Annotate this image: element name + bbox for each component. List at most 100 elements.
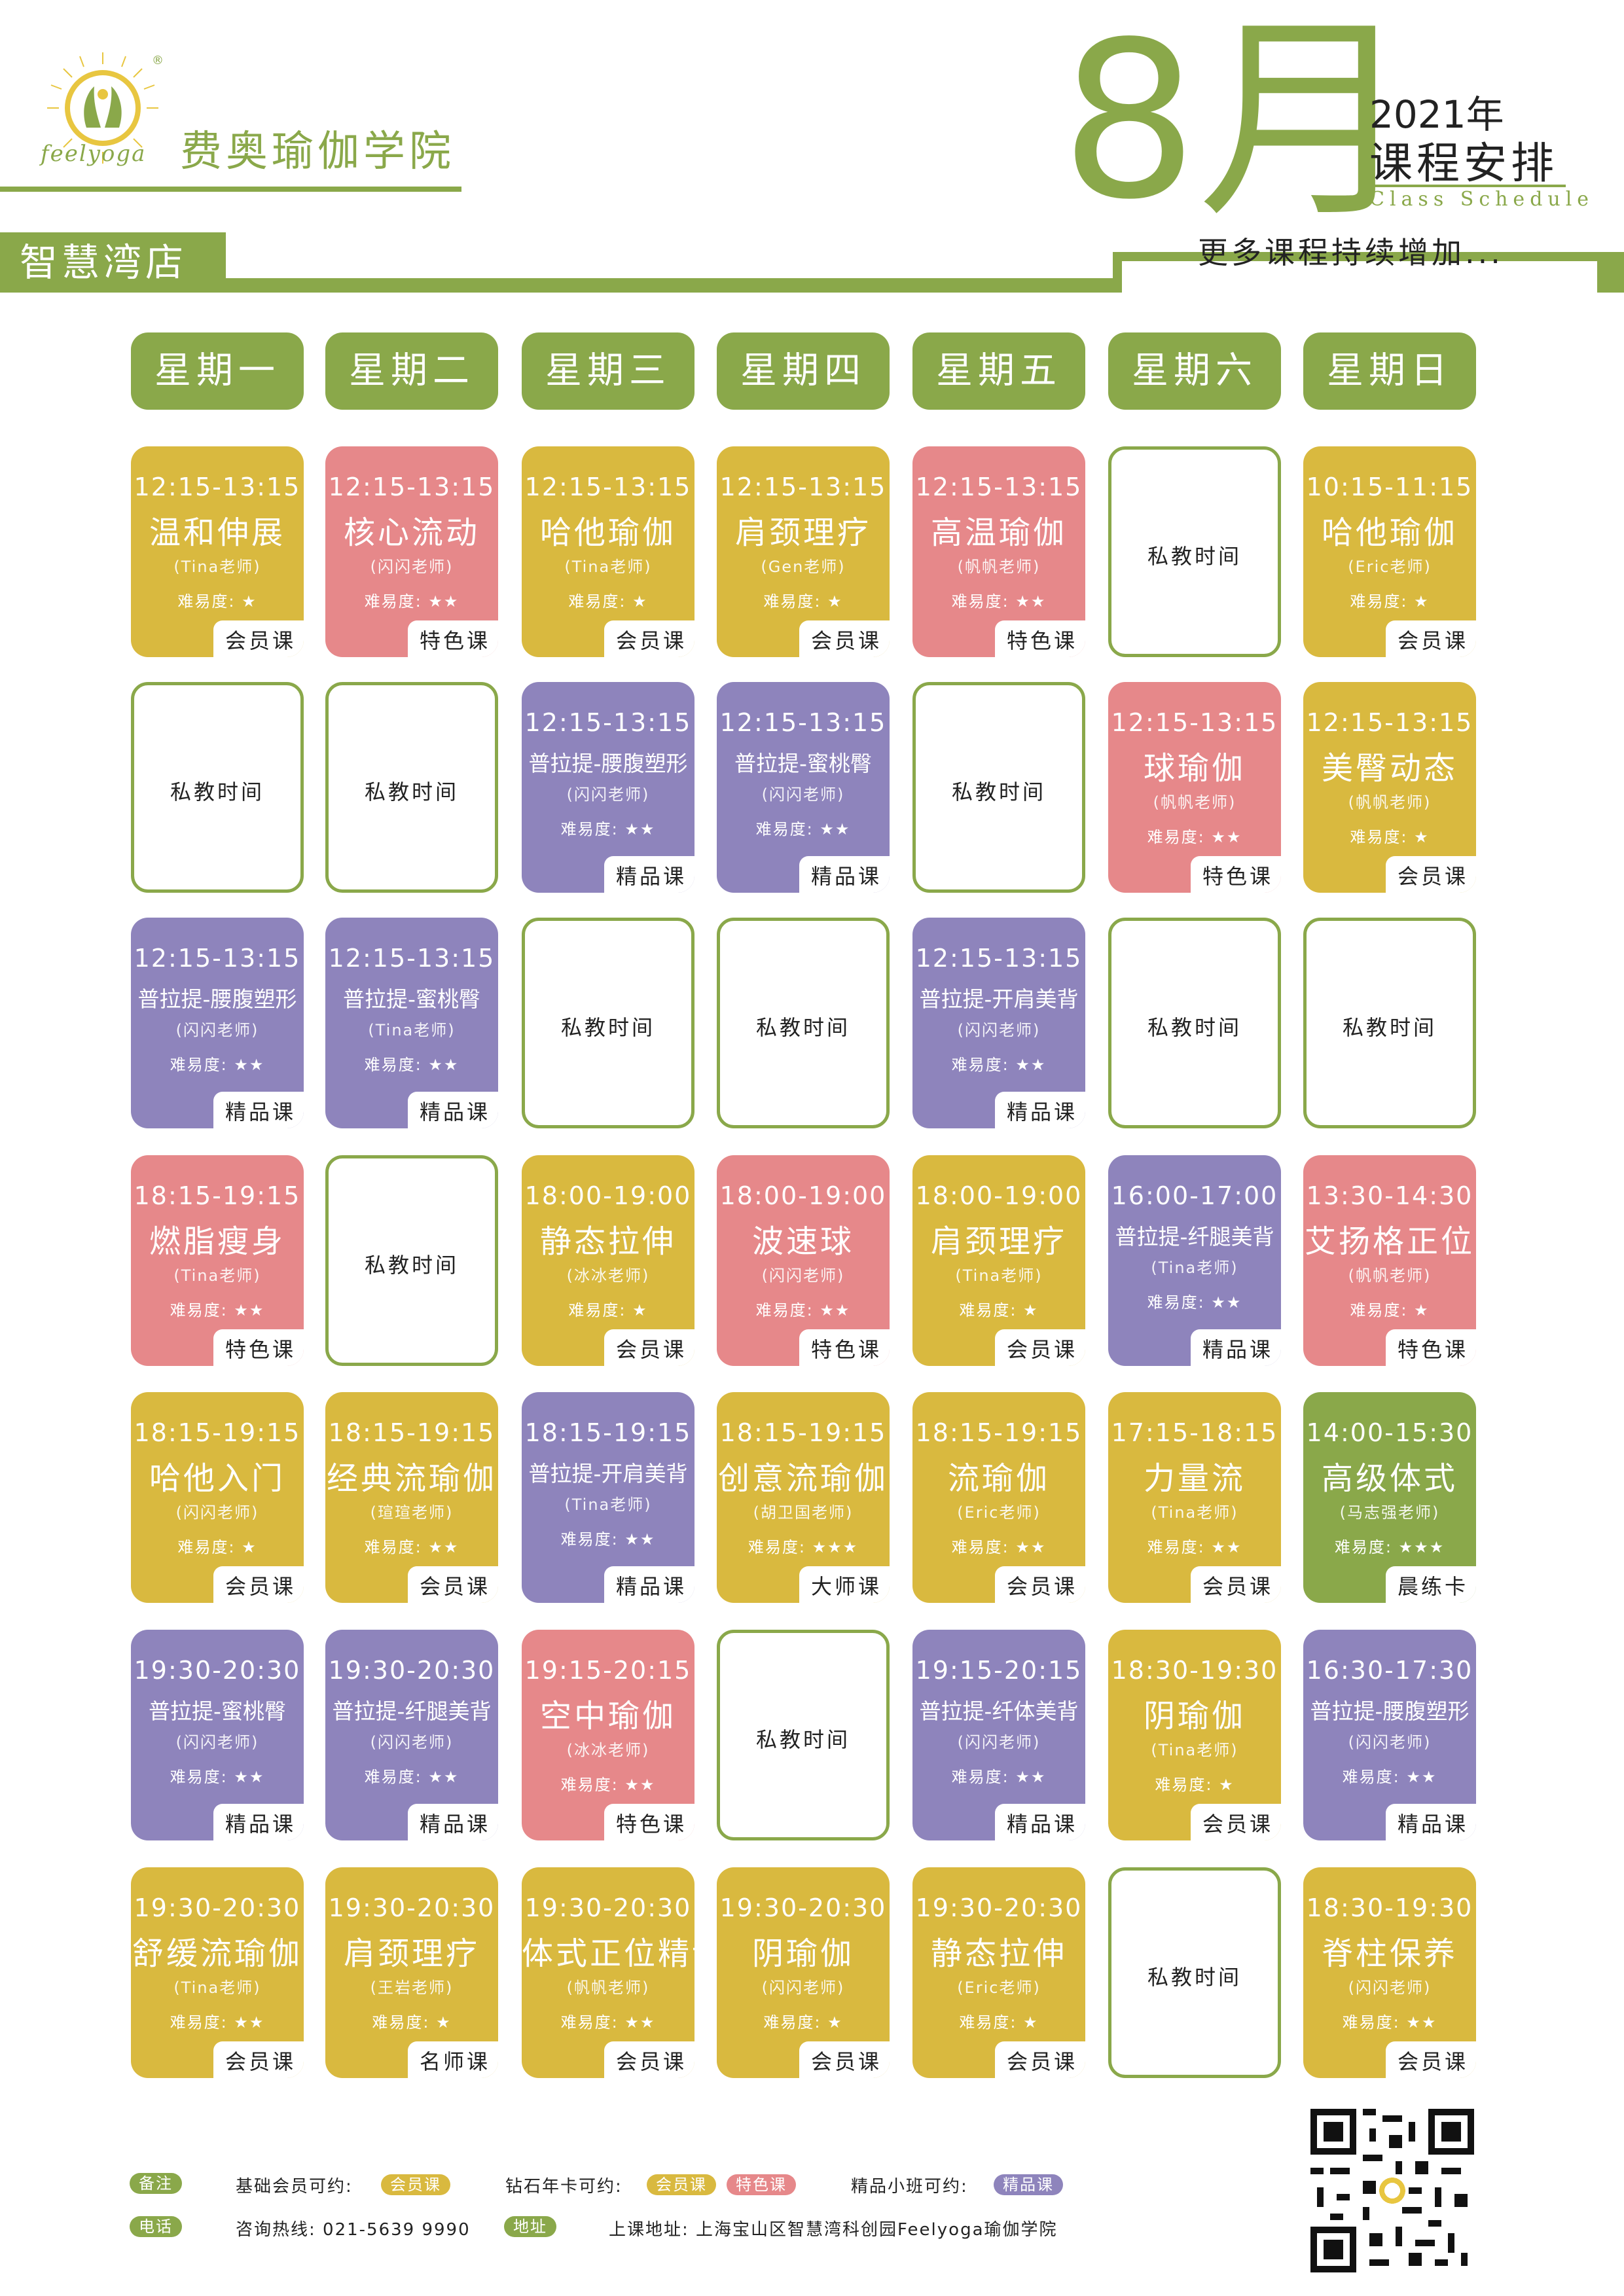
- class-type-tag: 会员课: [994, 2041, 1085, 2078]
- star-icons: ★★: [618, 2013, 656, 2032]
- difficulty-rating: 难易度: ★★: [325, 588, 498, 611]
- class-name: 舒缓流瑜伽: [132, 1935, 302, 1972]
- class-time: 19:30-20:30: [915, 1893, 1083, 1922]
- class-card[interactable]: 12:15-13:15 普拉提-蜜桃臀 (Tina老师) 难易度: ★★ 精品课: [325, 918, 498, 1128]
- class-card[interactable]: 19:30-20:30 体式正位精讲 (帆帆老师) 难易度: ★★ 会员课: [522, 1867, 695, 2078]
- class-teacher: (Tina老师): [173, 1266, 261, 1285]
- class-card[interactable]: 12:15-13:15 核心流动 (闪闪老师) 难易度: ★★ 特色课: [325, 446, 498, 657]
- phone-label: 电话: [130, 2216, 182, 2237]
- class-card[interactable]: 19:30-20:30 舒缓流瑜伽 (Tina老师) 难易度: ★★ 会员课: [131, 1867, 304, 2078]
- private-session-card[interactable]: 私教时间: [1303, 918, 1476, 1128]
- private-session-card[interactable]: 私教时间: [912, 682, 1085, 893]
- private-session-card[interactable]: 私教时间: [1108, 446, 1281, 657]
- class-teacher: (Eric老师): [957, 1503, 1041, 1522]
- class-teacher: (帆帆老师): [1153, 793, 1236, 812]
- class-teacher: (Tina老师): [564, 558, 652, 576]
- difficulty-rating: 难易度: ★★: [717, 1297, 890, 1320]
- class-card[interactable]: 12:15-13:15 球瑜伽 (帆帆老师) 难易度: ★★ 特色课: [1108, 682, 1281, 893]
- class-time: 13:30-14:30: [1306, 1181, 1473, 1210]
- feelyoga-logo: [47, 52, 158, 164]
- class-teacher: (Tina老师): [564, 1496, 652, 1514]
- private-session-card[interactable]: 私教时间: [1108, 918, 1281, 1128]
- difficulty-label: 难易度:: [1147, 828, 1205, 846]
- private-session-card[interactable]: 私教时间: [717, 918, 890, 1128]
- class-card[interactable]: 18:15-19:15 经典流瑜伽 (瑄瑄老师) 难易度: ★★ 会员课: [325, 1392, 498, 1603]
- class-card[interactable]: 19:15-20:15 普拉提-纤体美背 (闪闪老师) 难易度: ★★ 精品课: [912, 1630, 1085, 1840]
- difficulty-rating: 难易度: ★: [717, 588, 890, 611]
- class-card[interactable]: 12:15-13:15 普拉提-腰腹塑形 (闪闪老师) 难易度: ★★ 精品课: [131, 918, 304, 1128]
- class-card[interactable]: 19:30-20:30 肩颈理疗 (王岩老师) 难易度: ★ 名师课: [325, 1867, 498, 2078]
- class-card[interactable]: 10:15-11:15 哈他瑜伽 (Eric老师) 难易度: ★ 会员课: [1303, 446, 1476, 657]
- class-card[interactable]: 14:00-15:30 高级体式 (马志强老师) 难易度: ★★★ 晨练卡: [1303, 1392, 1476, 1603]
- class-card[interactable]: 19:30-20:30 普拉提-纤腿美背 (闪闪老师) 难易度: ★★ 精品课: [325, 1630, 498, 1840]
- class-card[interactable]: 12:15-13:15 普拉提-腰腹塑形 (闪闪老师) 难易度: ★★ 精品课: [522, 682, 695, 893]
- class-time: 18:15-19:15: [134, 1418, 301, 1447]
- brand-name: 费奥瑜伽学院: [180, 128, 455, 176]
- class-card[interactable]: 19:30-20:30 普拉提-蜜桃臀 (闪闪老师) 难易度: ★★ 精品课: [131, 1630, 304, 1840]
- class-teacher: (闪闪老师): [370, 1733, 454, 1751]
- class-card[interactable]: 19:30-20:30 静态拉伸 (Eric老师) 难易度: ★ 会员课: [912, 1867, 1085, 2078]
- class-card[interactable]: 16:30-17:30 普拉提-腰腹塑形 (闪闪老师) 难易度: ★★ 精品课: [1303, 1630, 1476, 1840]
- class-type-tag: 会员课: [1190, 1566, 1281, 1603]
- star-icons: ★★: [1204, 1293, 1242, 1312]
- class-card[interactable]: 13:30-14:30 艾扬格正位 (帆帆老师) 难易度: ★ 特色课: [1303, 1155, 1476, 1366]
- difficulty-label: 难易度:: [364, 1538, 422, 1556]
- class-card[interactable]: 12:15-13:15 普拉提-蜜桃臀 (闪闪老师) 难易度: ★★ 精品课: [717, 682, 890, 893]
- class-card[interactable]: 12:15-13:15 温和伸展 (Tina老师) 难易度: ★ 会员课: [131, 446, 304, 657]
- private-session-card[interactable]: 私教时间: [1108, 1867, 1281, 2078]
- star-icons: ★★: [813, 1301, 851, 1319]
- difficulty-label: 难易度:: [959, 1301, 1017, 1319]
- class-time: 18:30-19:30: [1306, 1893, 1473, 1922]
- difficulty-label: 难易度:: [959, 2013, 1017, 2032]
- more-courses-note: 更多课程持续增加...: [1198, 235, 1504, 270]
- class-teacher: (Tina老师): [955, 1266, 1043, 1285]
- class-type-tag: 特色课: [994, 620, 1085, 657]
- class-teacher: (闪闪老师): [761, 1266, 845, 1285]
- class-name: 普拉提-腰腹塑形: [137, 986, 297, 1012]
- private-session-card[interactable]: 私教时间: [717, 1630, 890, 1840]
- class-card[interactable]: 12:15-13:15 肩颈理疗 (Gen老师) 难易度: ★ 会员课: [717, 446, 890, 657]
- weekday-header: 星期一: [131, 332, 304, 410]
- class-card[interactable]: 18:15-19:15 普拉提-开肩美背 (Tina老师) 难易度: ★★ 精品课: [522, 1392, 695, 1603]
- class-card[interactable]: 12:15-13:15 哈他瑜伽 (Tina老师) 难易度: ★ 会员课: [522, 446, 695, 657]
- class-card[interactable]: 18:15-19:15 流瑜伽 (Eric老师) 难易度: ★★ 会员课: [912, 1392, 1085, 1603]
- class-card[interactable]: 19:15-20:15 空中瑜伽 (冰冰老师) 难易度: ★★ 特色课: [522, 1630, 695, 1840]
- private-session-card[interactable]: 私教时间: [325, 682, 498, 893]
- private-session-card[interactable]: 私教时间: [522, 918, 695, 1128]
- class-time: 18:15-19:15: [328, 1418, 496, 1447]
- private-session-label: 私教时间: [170, 780, 264, 804]
- private-session-card[interactable]: 私教时间: [131, 682, 304, 893]
- star-icons: ★: [626, 592, 648, 611]
- class-card[interactable]: 12:15-13:15 美臀动态 (帆帆老师) 难易度: ★ 会员课: [1303, 682, 1476, 893]
- class-card[interactable]: 12:15-13:15 高温瑜伽 (帆帆老师) 难易度: ★★ 特色课: [912, 446, 1085, 657]
- class-type-tag: 会员课: [1385, 2041, 1476, 2078]
- class-type-tag: 大师课: [799, 1566, 890, 1603]
- difficulty-rating: 难易度: ★: [1303, 588, 1476, 611]
- class-name: 普拉提-蜜桃臀: [149, 1698, 286, 1724]
- class-card[interactable]: 17:15-18:15 力量流 (Tina老师) 难易度: ★★ 会员课: [1108, 1392, 1281, 1603]
- class-card[interactable]: 16:00-17:00 普拉提-纤腿美背 (Tina老师) 难易度: ★★ 精品课: [1108, 1155, 1281, 1366]
- class-teacher: (Tina老师): [1151, 1259, 1238, 1277]
- class-card[interactable]: 18:15-19:15 创意流瑜伽 (胡卫国老师) 难易度: ★★★ 大师课: [717, 1392, 890, 1603]
- qr-code-icon[interactable]: [1310, 2109, 1474, 2272]
- class-card[interactable]: 18:00-19:00 波速球 (闪闪老师) 难易度: ★★ 特色课: [717, 1155, 890, 1366]
- class-name: 体式正位精讲: [522, 1935, 695, 1972]
- class-card[interactable]: 19:30-20:30 阴瑜伽 (闪闪老师) 难易度: ★ 会员课: [717, 1867, 890, 2078]
- difficulty-label: 难易度:: [170, 1301, 228, 1319]
- class-time: 18:30-19:30: [1111, 1656, 1278, 1685]
- more-bar-top: [1113, 252, 1624, 261]
- class-card[interactable]: 18:00-19:00 静态拉伸 (冰冰老师) 难易度: ★ 会员课: [522, 1155, 695, 1366]
- difficulty-rating: 难易度: ★★: [522, 1772, 695, 1795]
- class-card[interactable]: 18:30-19:30 阴瑜伽 (Tina老师) 难易度: ★ 会员课: [1108, 1630, 1281, 1840]
- class-time: 18:00-19:00: [719, 1181, 887, 1210]
- class-card[interactable]: 18:00-19:00 肩颈理疗 (Tina老师) 难易度: ★ 会员课: [912, 1155, 1085, 1366]
- class-card[interactable]: 12:15-13:15 普拉提-开肩美背 (闪闪老师) 难易度: ★★ 精品课: [912, 918, 1085, 1128]
- class-card[interactable]: 18:30-19:30 脊柱保养 (闪闪老师) 难易度: ★★ 会员课: [1303, 1867, 1476, 2078]
- class-teacher: (帆帆老师): [957, 558, 1041, 576]
- class-card[interactable]: 18:15-19:15 哈他入门 (闪闪老师) 难易度: ★ 会员课: [131, 1392, 304, 1603]
- class-teacher: (闪闪老师): [1348, 1733, 1432, 1751]
- private-session-card[interactable]: 私教时间: [325, 1155, 498, 1366]
- address-text: 上课地址: 上海宝山区智慧湾科创园Feelyoga瑜伽学院: [609, 2220, 1058, 2240]
- class-name: 波速球: [751, 1223, 854, 1260]
- class-card[interactable]: 18:15-19:15 燃脂瘦身 (Tina老师) 难易度: ★★ 特色课: [131, 1155, 304, 1366]
